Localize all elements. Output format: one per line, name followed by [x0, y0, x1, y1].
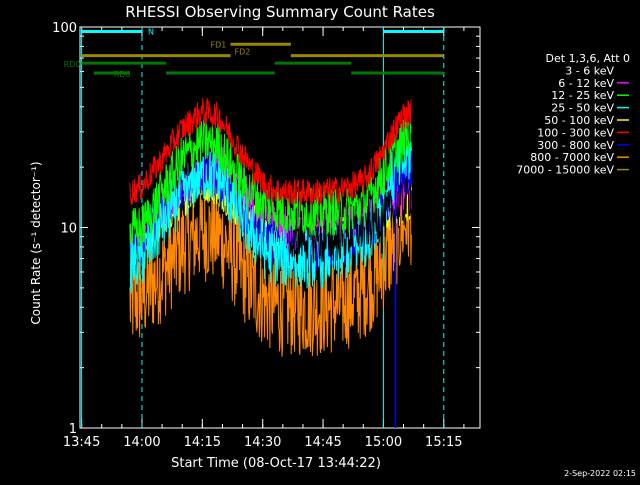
x-tick-label: 15:00	[365, 435, 402, 450]
x-tick-label: 14:45	[304, 435, 341, 450]
x-tick-label: 15:15	[425, 435, 462, 450]
mode-label: FD1	[211, 40, 227, 49]
mode-label: N	[148, 27, 154, 36]
y-tick-label: 10	[60, 222, 77, 237]
series-line	[129, 110, 412, 265]
mode-label: FD2	[235, 48, 251, 57]
mode-label: RD0	[64, 60, 81, 69]
chart-title: RHESSI Observing Summary Count Rates	[125, 3, 435, 21]
legend-entry-label: 25 - 50 keV	[551, 102, 614, 115]
y-axis-label: Count Rate (s⁻¹ detector⁻¹)	[29, 161, 43, 324]
y-tick-label: 1	[69, 422, 77, 437]
legend-entry-label: 6 - 12 keV	[558, 77, 614, 90]
legend-entry-label: 100 - 300 keV	[537, 126, 614, 139]
legend-entry-label: 12 - 25 keV	[551, 89, 614, 102]
x-axis-label: Start Time (08-Oct-17 13:44:22)	[171, 456, 381, 471]
series-line	[129, 110, 412, 248]
legend-entry-label: 50 - 100 keV	[544, 114, 614, 127]
x-tick-label: 14:30	[244, 435, 281, 450]
x-tick-label: 14:15	[184, 435, 221, 450]
x-tick-label: 14:00	[123, 435, 160, 450]
series-line	[129, 97, 412, 206]
legend-entry-label: 3 - 6 keV	[565, 64, 614, 77]
footer-date: 2-Sep-2022 02:15	[564, 469, 636, 478]
plot-area: 1 10 100 13:45 14:00 14:15 14:30 14:45 15:00 15:1…	[52, 21, 481, 450]
legend-header: Det 1,3,6, Att 0	[546, 52, 630, 65]
legend-entry-label: 300 - 800 keV	[537, 139, 614, 152]
y-tick-label: 100	[52, 21, 77, 36]
legend-entry-label: 7000 - 15000 keV	[516, 164, 614, 177]
legend-entry-label: 800 - 7000 keV	[530, 151, 614, 164]
x-tick-label: 13:45	[63, 435, 100, 450]
mode-label: RD6	[114, 70, 131, 79]
